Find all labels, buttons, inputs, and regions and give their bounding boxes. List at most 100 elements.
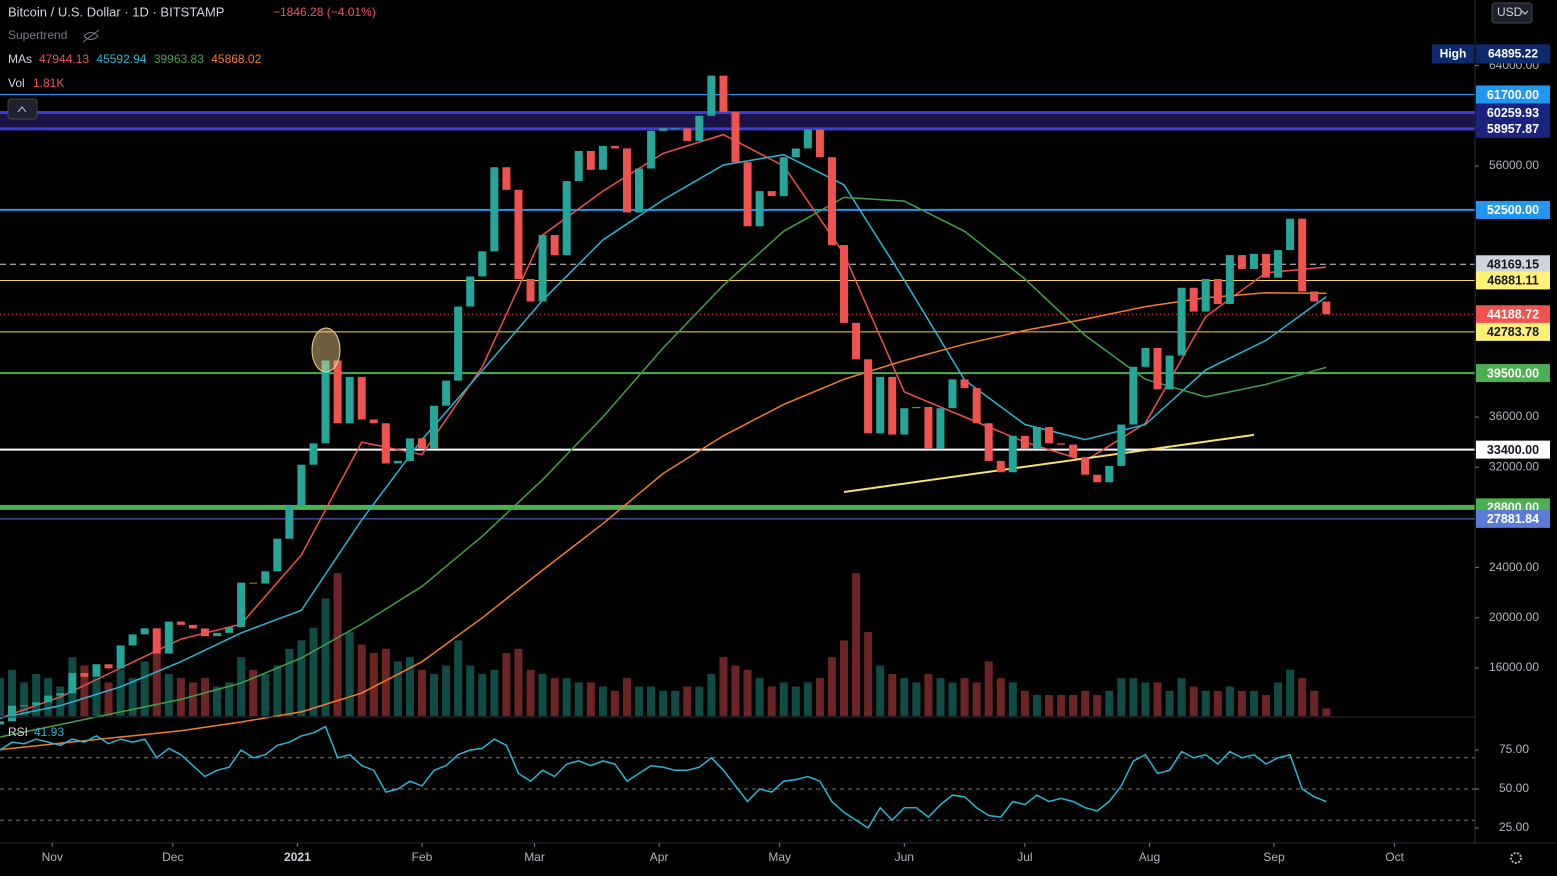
volume-bar <box>1032 695 1041 716</box>
volume-bar <box>333 573 342 716</box>
candle <box>948 379 957 409</box>
ma-value: 39963.83 <box>154 52 204 66</box>
candle <box>393 460 402 464</box>
candle <box>1213 278 1222 305</box>
candle <box>297 464 306 507</box>
candle <box>20 705 29 707</box>
hide-icon[interactable] <box>82 29 100 43</box>
volume-bar <box>574 682 583 716</box>
candle <box>454 306 463 381</box>
volume-bar <box>550 678 559 716</box>
collapse-icon[interactable] <box>17 106 27 113</box>
volume-bar <box>1237 690 1246 716</box>
level-label: 42783.78 <box>1487 325 1539 339</box>
volume-bar <box>261 674 270 716</box>
volume-bar <box>936 678 945 716</box>
candle <box>743 162 752 227</box>
candle <box>152 628 161 654</box>
y-tick-label: 24000.00 <box>1489 560 1539 574</box>
currency[interactable]: USD <box>1497 5 1523 19</box>
ma-line <box>0 133 1327 719</box>
candle <box>1177 287 1186 356</box>
volume-bar <box>188 682 197 716</box>
volume-bar <box>695 686 704 716</box>
level-label-bg <box>1476 85 1550 104</box>
candle <box>80 673 89 677</box>
candle <box>1274 250 1283 278</box>
volume-bar <box>405 657 414 716</box>
volume-bar <box>912 682 921 716</box>
volume-bar <box>852 573 861 716</box>
level-label-bg <box>1476 364 1550 383</box>
candle <box>755 191 764 227</box>
volume-bar <box>1225 686 1234 716</box>
candle <box>827 157 836 246</box>
candle <box>345 376 354 424</box>
currency-button[interactable] <box>1491 2 1533 24</box>
candle <box>864 359 873 434</box>
candle <box>924 406 933 449</box>
volume-bar <box>827 657 836 716</box>
volume-bar <box>321 598 330 716</box>
candle <box>405 438 414 461</box>
x-tick-label: Jul <box>1017 850 1032 864</box>
volume-bar <box>659 690 668 716</box>
indicator-name[interactable]: Supertrend <box>8 28 67 42</box>
rsi-tick-label: 50.00 <box>1499 781 1529 795</box>
volume-bar <box>357 644 366 716</box>
volume-bar <box>1249 690 1258 716</box>
volume-bar <box>237 657 246 716</box>
candle <box>936 408 945 449</box>
volume-bar <box>779 682 788 716</box>
candle <box>0 721 4 725</box>
candle <box>213 632 222 637</box>
candle <box>1081 457 1090 475</box>
candle <box>900 408 909 435</box>
volume-bar <box>176 678 185 716</box>
volume-bar <box>56 686 65 716</box>
volume-bar <box>876 665 885 716</box>
volume-bar <box>767 686 776 716</box>
volume-bar <box>1201 690 1210 716</box>
indicator-name[interactable]: MAs <box>8 52 32 66</box>
volume-bar <box>1310 690 1319 716</box>
volume-bar <box>1177 678 1186 716</box>
volume-bar <box>1093 695 1102 716</box>
collapse-button[interactable] <box>7 98 38 120</box>
indicator-name[interactable]: Vol <box>8 76 25 90</box>
change: −1846.28 (−4.01%) <box>273 5 376 19</box>
candle <box>1141 347 1150 367</box>
candle <box>381 423 390 464</box>
volume-bar <box>478 674 487 716</box>
high-value: 64895.22 <box>1488 47 1538 61</box>
ma-line <box>0 292 1327 751</box>
candle <box>68 673 77 694</box>
indicator-name[interactable]: RSI <box>8 725 28 739</box>
volume-bar <box>1044 695 1053 716</box>
candle <box>767 191 776 197</box>
dropdown-icon[interactable] <box>1521 10 1529 15</box>
volume-bar <box>249 669 258 716</box>
candle <box>273 538 282 572</box>
candle <box>719 75 728 113</box>
candle <box>779 157 788 197</box>
candle <box>912 406 921 409</box>
candle <box>1189 287 1198 312</box>
level-label: 58957.87 <box>1487 122 1539 136</box>
volume-bar <box>683 686 692 716</box>
volume-bar <box>490 669 499 716</box>
settings-icon[interactable] <box>1510 852 1522 864</box>
candle <box>321 360 330 444</box>
price-pane <box>0 75 1475 751</box>
volume-bar <box>393 661 402 716</box>
candle <box>1298 218 1307 292</box>
candle <box>369 419 378 424</box>
rsi-tick-label: 75.00 <box>1499 742 1529 756</box>
volume-bar <box>104 682 113 716</box>
candle <box>1310 291 1319 302</box>
symbol: Bitcoin / U.S. Dollar · 1D · BITSTAMP <box>8 4 224 19</box>
candle <box>32 702 41 706</box>
y-tick-label: 20000.00 <box>1489 610 1539 624</box>
volume-bar <box>466 665 475 716</box>
